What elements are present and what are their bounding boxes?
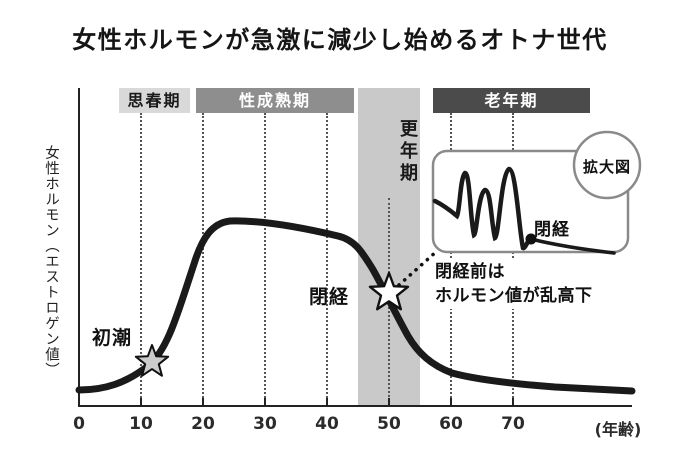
menopause-note: 閉経前は ホルモン値が乱高下 <box>432 259 596 309</box>
x-tick-label-10: 10 <box>129 414 153 434</box>
x-tick-label-50: 50 <box>377 414 401 434</box>
phase-bar-maturity-label: 性成熟期 <box>238 90 311 110</box>
x-tick-label-20: 20 <box>191 414 215 434</box>
phase-bar-puberty-label: 思春期 <box>127 90 182 110</box>
x-tick-30 <box>264 398 266 405</box>
menopause-note-line2: ホルモン値が乱高下 <box>435 286 593 306</box>
inset-post-menopause-line <box>529 237 616 255</box>
phase-bar-senior: 老年期 <box>433 88 590 113</box>
guide-line-age-40 <box>326 113 328 405</box>
x-tick-20 <box>202 398 204 405</box>
x-tick-label-40: 40 <box>315 414 339 434</box>
star-icon-menopause <box>368 271 410 311</box>
menopause-label: 閉経 <box>309 286 350 308</box>
y-axis-label: 女性ホルモン（エストロゲン値） <box>43 144 59 378</box>
phase-bar-maturity: 性成熟期 <box>196 88 354 113</box>
x-axis-unit-label: (年齢) <box>594 420 642 439</box>
star-icon-menarche <box>134 344 170 377</box>
chart-title: 女性ホルモンが急激に減少し始めるオトナ世代 <box>72 26 608 54</box>
y-axis-line <box>78 88 80 406</box>
x-tick-label-30: 30 <box>253 414 277 434</box>
inset-menopause-dot <box>525 233 537 245</box>
x-tick-40 <box>326 398 328 405</box>
x-tick-70 <box>512 398 514 405</box>
guide-line-age-30 <box>264 113 266 405</box>
inset-title-circle <box>572 130 642 200</box>
menarche-label: 初潮 <box>92 327 133 349</box>
guide-line-age-10 <box>140 113 142 405</box>
inset-fluctuation-curve <box>432 166 533 251</box>
phase-bar-puberty: 思春期 <box>119 88 190 113</box>
x-tick-50 <box>388 398 390 405</box>
x-axis-line <box>78 405 632 407</box>
menopause-note-line1: 閉経前は <box>435 262 505 282</box>
inset-menopause-label: 閉経 <box>534 220 570 240</box>
guide-line-age-20 <box>202 113 204 405</box>
x-tick-label-60: 60 <box>439 414 463 434</box>
x-tick-60 <box>450 398 452 405</box>
x-tick-10 <box>140 398 142 405</box>
x-tick-label-70: 70 <box>501 414 525 434</box>
x-tick-label-0: 0 <box>73 414 85 434</box>
inset-title-label: 拡大図 <box>582 158 631 176</box>
hormone-curve <box>75 217 636 395</box>
note-connector-dotted-line <box>397 249 439 287</box>
phase-band-menopause-label: 更年期 <box>397 119 418 185</box>
phase-bar-senior-label: 老年期 <box>484 90 539 110</box>
